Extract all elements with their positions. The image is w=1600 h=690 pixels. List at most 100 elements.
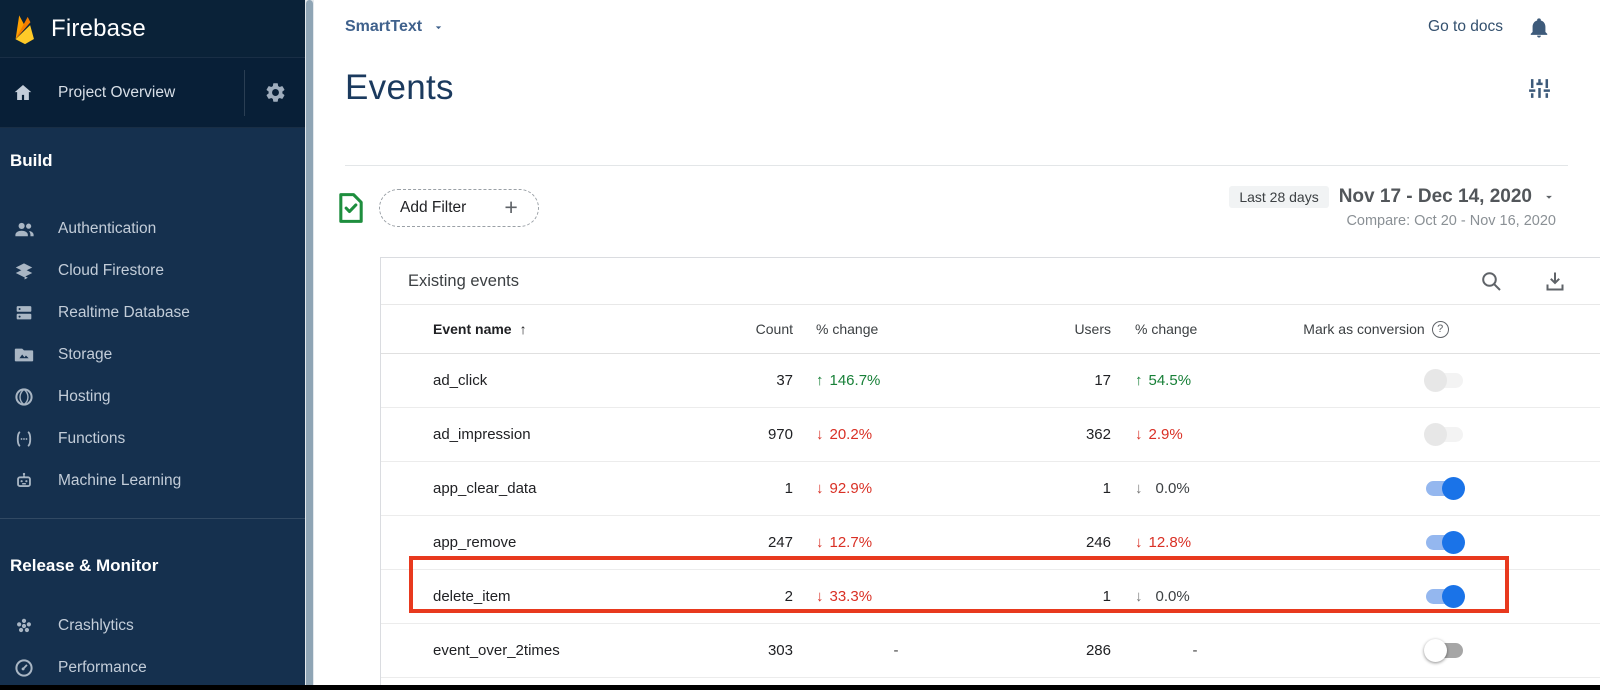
sidebar-item-realtime-database[interactable]: Realtime Database (0, 292, 305, 334)
add-filter-button[interactable]: Add Filter + (379, 188, 539, 227)
count-change: ↓ 92.9% (816, 480, 873, 497)
notifications-bell-icon[interactable] (1528, 16, 1550, 39)
sidebar: Firebase Project Overview Build (0, 0, 314, 690)
trend-down-icon: ↓ (1135, 480, 1143, 497)
sidebar-item-functions[interactable]: Functions (0, 418, 305, 460)
sidebar-item-storage[interactable]: Storage (0, 334, 305, 376)
column-event-name[interactable]: Event name ↑ (433, 321, 527, 337)
sidebar-item-crashlytics[interactable]: Crashlytics (0, 605, 305, 647)
sidebar-item-authentication[interactable]: Authentication (0, 208, 305, 250)
count-change: - (893, 642, 899, 659)
topbar: SmartText Go to docs (314, 0, 1600, 54)
event-count: 2 (784, 588, 793, 605)
event-name: delete_item (433, 588, 511, 605)
conversion-toggle[interactable] (1423, 639, 1463, 662)
trend-down-icon: ↓ (1135, 588, 1143, 605)
column-count-change[interactable]: % change (816, 321, 879, 337)
crashlytics-icon (12, 614, 36, 638)
sidebar-scrollbar[interactable] (305, 0, 314, 690)
section-label-release-monitor: Release & Monitor (10, 556, 159, 575)
filter-bar: Add Filter + Last 28 days Nov 17 - Dec 1… (337, 186, 1556, 229)
users-change: ↓ 12.8% (1135, 534, 1192, 551)
trend-up-icon: ↑ (816, 372, 824, 389)
scrollbar-thumb[interactable] (306, 0, 313, 690)
event-count: 247 (767, 534, 793, 551)
sidebar-item-label: Realtime Database (58, 304, 190, 321)
trend-down-icon: ↓ (816, 534, 824, 551)
sidebar-item-hosting[interactable]: Hosting (0, 376, 305, 418)
conversion-toggle[interactable] (1425, 585, 1465, 608)
compare-range-label: Compare: Oct 20 - Nov 16, 2020 (1346, 213, 1556, 229)
sidebar-item-label: Authentication (58, 220, 157, 237)
trend-down-icon: ↓ (1135, 426, 1143, 443)
topbar-right: Go to docs (1428, 16, 1550, 39)
event-name: ad_impression (433, 426, 531, 443)
table-row: ad_impression 970 ↓ 20.2% 362 ↓ 2.9% (381, 408, 1600, 462)
table-row-highlighted: delete_item 2 ↓ 33.3% 1 ↓ 0.0% (381, 570, 1600, 624)
users-change: ↓ 0.0% (1135, 588, 1190, 605)
database-icon (12, 301, 36, 325)
users-change: ↓ 0.0% (1135, 480, 1190, 497)
trend-down-icon: ↓ (816, 426, 824, 443)
download-icon[interactable] (1543, 269, 1567, 293)
search-icon[interactable] (1479, 269, 1503, 293)
count-change: ↓ 12.7% (816, 534, 873, 551)
sidebar-body: Build Authentication Cloud Firestore (0, 128, 305, 690)
help-icon[interactable]: ? (1431, 320, 1449, 338)
users-change: ↓ 2.9% (1135, 426, 1183, 443)
tune-sliders-icon[interactable] (1527, 76, 1552, 101)
table-row: app_clear_data 1 ↓ 92.9% 1 ↓ 0.0% (381, 462, 1600, 516)
event-name: event_over_2times (433, 642, 560, 659)
settings-gear-icon[interactable] (245, 81, 305, 104)
firestore-icon (12, 259, 36, 283)
sidebar-nav: Firebase Project Overview Build (0, 0, 305, 690)
firebase-flame-icon (11, 12, 38, 46)
sidebar-item-performance[interactable]: Performance (0, 647, 305, 689)
trend-down-icon: ↓ (1135, 534, 1143, 551)
sidebar-item-project-overview[interactable]: Project Overview (0, 57, 305, 128)
home-icon (12, 82, 34, 104)
event-users: 286 (1085, 642, 1111, 659)
conversion-toggle[interactable] (1425, 477, 1465, 500)
event-users: 246 (1085, 534, 1111, 551)
existing-events-card: Existing events Event name ↑ Count % cha… (380, 257, 1600, 690)
card-title: Existing events (408, 271, 519, 290)
card-header: Existing events (381, 258, 1600, 304)
sidebar-item-label: Performance (58, 659, 147, 676)
conversion-toggle[interactable] (1423, 369, 1463, 392)
column-users[interactable]: Users (1074, 321, 1111, 337)
table-header-row: Event name ↑ Count % change Users % chan… (381, 304, 1600, 354)
chevron-down-icon (432, 21, 445, 34)
page-header: Events (314, 54, 1600, 110)
trend-up-icon: ↑ (1135, 372, 1143, 389)
release-nav-list: Crashlytics Performance (0, 605, 305, 689)
card-actions (1479, 269, 1567, 293)
date-preset-chip: Last 28 days (1229, 186, 1329, 208)
conversion-toggle[interactable] (1425, 531, 1465, 554)
users-change: - (1192, 642, 1198, 659)
date-range-label: Nov 17 - Dec 14, 2020 (1338, 186, 1532, 207)
go-to-docs-link[interactable]: Go to docs (1428, 18, 1503, 35)
count-change: ↓ 33.3% (816, 588, 873, 605)
build-nav-list: Authentication Cloud Firestore Realtime … (0, 208, 305, 502)
window-bottom-edge (0, 685, 1600, 690)
divider (244, 69, 245, 116)
header-divider (345, 165, 1568, 166)
page-title: Events (345, 68, 454, 107)
add-filter-label: Add Filter (400, 198, 467, 216)
sidebar-item-machine-learning[interactable]: Machine Learning (0, 460, 305, 502)
column-users-change[interactable]: % change (1135, 321, 1198, 337)
sidebar-item-cloud-firestore[interactable]: Cloud Firestore (0, 250, 305, 292)
firebase-logo-bar[interactable]: Firebase (0, 0, 305, 57)
column-count[interactable]: Count (755, 321, 793, 337)
table-row: event_over_2times 303 - 286 - (381, 624, 1600, 678)
event-name: ad_click (433, 372, 488, 389)
project-selector[interactable]: SmartText (345, 18, 445, 36)
section-label-build: Build (10, 151, 53, 170)
conversion-toggle[interactable] (1423, 423, 1463, 446)
trend-down-icon: ↓ (816, 480, 824, 497)
date-range-picker[interactable]: Last 28 days Nov 17 - Dec 14, 2020 (1229, 186, 1556, 208)
event-users: 1 (1102, 588, 1111, 605)
project-overview-label: Project Overview (58, 83, 176, 101)
